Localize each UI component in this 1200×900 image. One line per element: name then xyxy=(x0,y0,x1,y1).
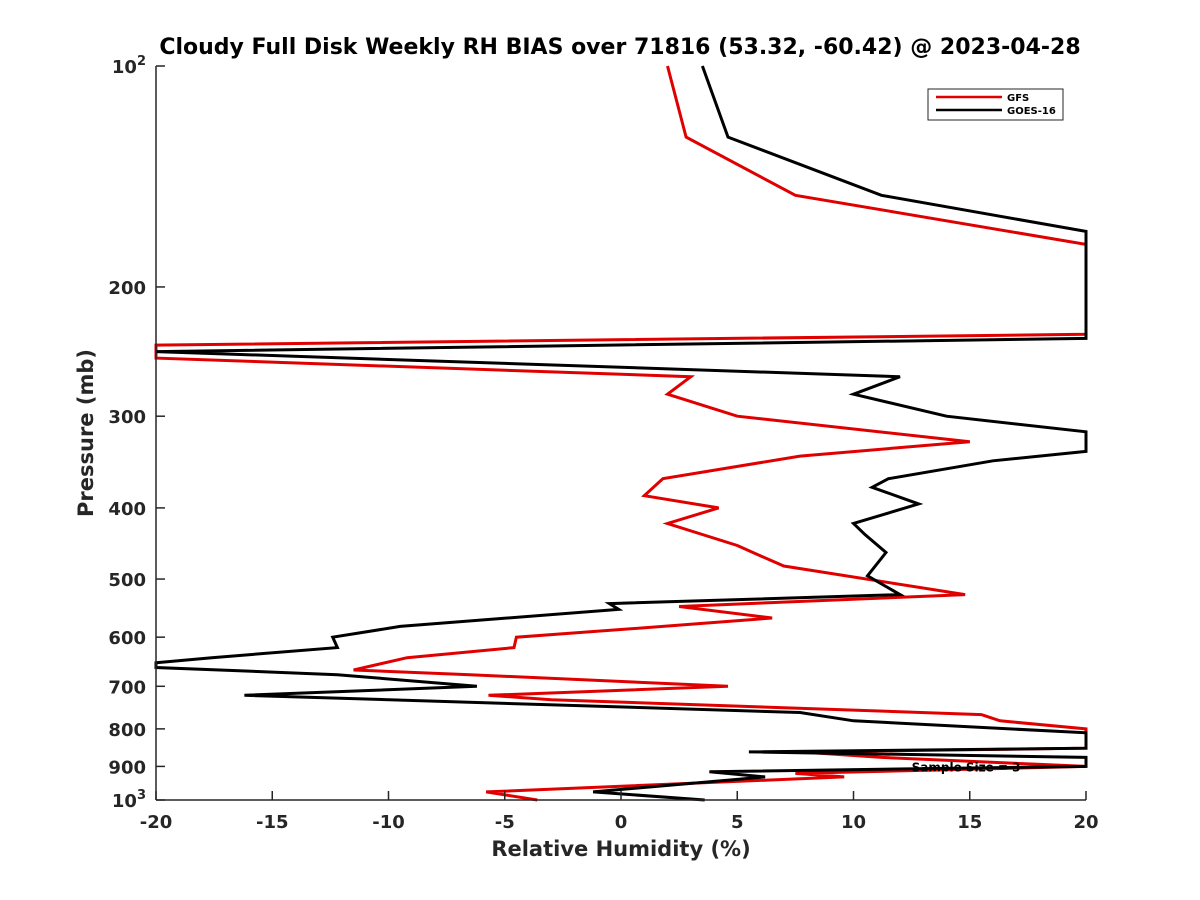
legend-box xyxy=(927,88,1064,121)
series-line-goes16 xyxy=(154,65,1088,802)
y-tick-label: 200 xyxy=(108,278,146,299)
x-tick-label: -5 xyxy=(495,812,515,833)
y-tick-label: 500 xyxy=(108,570,146,591)
x-axis-ticks: -20 -15 -10 -5 0 5 10 15 20 xyxy=(140,791,1099,833)
x-tick-label: 10 xyxy=(841,812,866,833)
x-tick-label: -15 xyxy=(256,812,289,833)
series-layer xyxy=(154,65,1088,802)
sample-size-annotation: Sample Size = 3 xyxy=(912,760,1021,774)
y-axis-label: Pressure (mb) xyxy=(74,349,98,517)
plot-area: -20 -15 -10 -5 0 5 10 15 20 102 200 300 400 500 600 70… xyxy=(108,54,1098,833)
x-tick-label: -20 xyxy=(140,812,173,833)
y-tick-label: 700 xyxy=(108,677,146,698)
x-axis-label: Relative Humidity (%) xyxy=(491,837,750,861)
axes-frame xyxy=(156,66,1086,800)
y-tick-label: 300 xyxy=(108,407,146,428)
y-tick-label: 102 xyxy=(112,54,146,78)
x-tick-label: -10 xyxy=(372,812,405,833)
x-tick-label: 20 xyxy=(1073,812,1098,833)
y-tick-label: 103 xyxy=(112,788,146,812)
y-tick-label: 900 xyxy=(108,757,146,778)
y-tick-label: 400 xyxy=(108,499,146,520)
x-tick-label: 0 xyxy=(615,812,628,833)
legend-goes16-label: GOES-16 xyxy=(1007,106,1056,117)
chart-title: Cloudy Full Disk Weekly RH BIAS over 718… xyxy=(159,35,1080,60)
y-axis-ticks: 102 200 300 400 500 600 700 800 900 103 xyxy=(108,54,165,812)
x-tick-label: 5 xyxy=(731,812,744,833)
y-tick-label: 800 xyxy=(108,720,146,741)
y-tick-label: 600 xyxy=(108,628,146,649)
legend-gfs-label: GFS xyxy=(1007,93,1029,104)
legend[interactable]: GFS GOES-16 xyxy=(927,88,1064,121)
x-tick-label: 15 xyxy=(957,812,982,833)
